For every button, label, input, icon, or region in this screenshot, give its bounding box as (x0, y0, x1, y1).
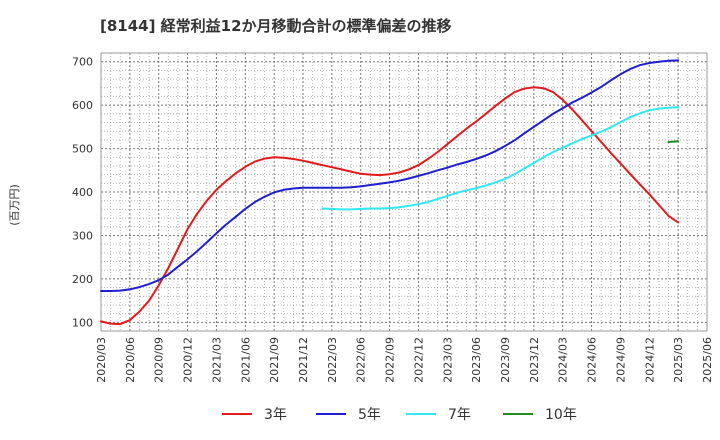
x-tick-label: 2021/06 (239, 337, 252, 383)
y-tick-label: 500 (72, 143, 93, 156)
x-tick-label: 2023/12 (528, 337, 541, 383)
y-tick-label: 600 (72, 99, 93, 112)
series-line-5年 (100, 59, 680, 292)
x-tick-label: 2020/06 (124, 337, 137, 383)
y-tick-label: 700 (72, 56, 93, 69)
x-tick-label: 2024/09 (614, 337, 627, 383)
x-tick-label: 2025/03 (672, 337, 685, 383)
x-tick-label: 2022/09 (384, 337, 397, 383)
x-tick-label: 2023/03 (441, 337, 454, 383)
legend-label: 3年 (264, 407, 287, 423)
x-axis-ticks: 2020/03 2020/06 2020/09 2020/12 2021/03 2021/… (95, 337, 714, 383)
x-tick-label: 2020/09 (153, 337, 166, 383)
x-tick-label: 2021/03 (210, 337, 223, 383)
x-tick-label: 2025/06 (701, 337, 714, 383)
y-tick-label: 300 (72, 229, 93, 242)
y-tick-label: 100 (72, 316, 93, 329)
x-tick-label: 2021/12 (297, 337, 310, 383)
y-axis-ticks: 100 200 300 400 500 600 700 (72, 56, 93, 330)
x-tick-label: 2023/09 (499, 337, 512, 383)
x-tick-label: 2022/03 (326, 337, 339, 383)
y-axis-label: (百万円) (8, 184, 21, 226)
x-tick-label: 2024/06 (586, 337, 599, 383)
x-tick-label: 2023/06 (470, 337, 483, 383)
legend-label: 7年 (448, 407, 471, 423)
x-tick-label: 2020/03 (95, 337, 108, 383)
grid (101, 53, 707, 331)
legend: 3年 5年 7年 10年 (222, 407, 577, 423)
x-tick-label: 2024/03 (557, 337, 570, 383)
x-tick-label: 2022/12 (412, 337, 425, 383)
series-line-10年 (667, 140, 680, 143)
legend-label: 5年 (358, 407, 381, 423)
series-line-7年 (321, 106, 680, 211)
plot-area-frame (100, 52, 708, 332)
series-line-3年 (100, 86, 680, 326)
y-tick-label: 200 (72, 273, 93, 286)
x-tick-label: 2021/09 (268, 337, 281, 383)
x-tick-label: 2022/06 (355, 337, 368, 383)
x-tick-label: 2020/12 (182, 337, 195, 383)
chart-title: [8144] 経常利益12か月移動合計の標準偏差の推移 (100, 17, 452, 35)
legend-label: 10年 (545, 407, 577, 423)
x-tick-label: 2024/12 (643, 337, 656, 383)
y-tick-label: 400 (72, 186, 93, 199)
series-lines (100, 59, 680, 326)
